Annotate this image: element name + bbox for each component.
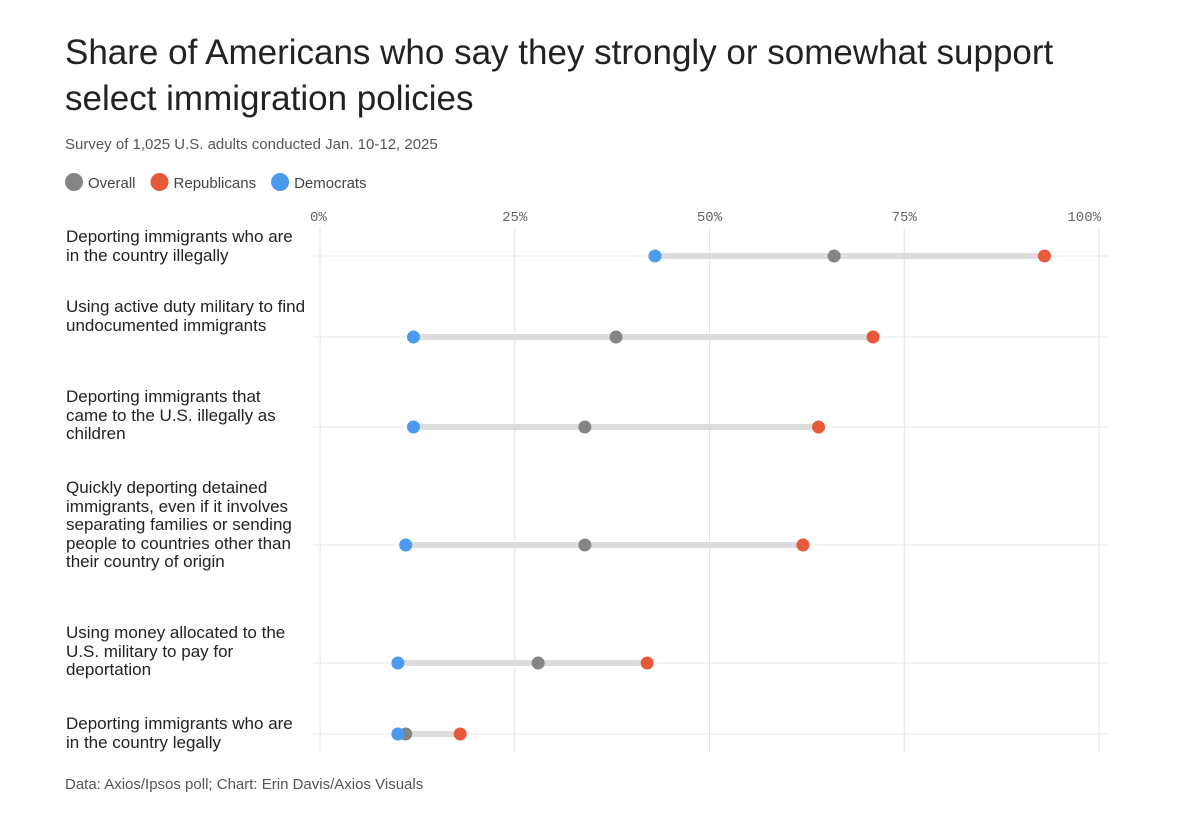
chart-subtitle: Survey of 1,025 U.S. adults conducted Ja… xyxy=(65,136,438,153)
legend-swatch xyxy=(271,173,290,191)
x-tick-label: 50% xyxy=(697,210,723,226)
dot xyxy=(827,249,841,263)
dot xyxy=(609,330,623,344)
category-label: Using money allocated to the U.S. milita… xyxy=(66,623,286,679)
dot xyxy=(531,656,545,670)
dot xyxy=(648,249,662,263)
legend-label: Republicans xyxy=(174,175,257,192)
legend-swatch xyxy=(65,173,83,191)
x-tick-label: 75% xyxy=(892,210,918,226)
category-label: Deporting immigrants that came to the U.… xyxy=(66,387,276,443)
dot xyxy=(866,330,880,344)
x-tick-label: 100% xyxy=(1067,210,1101,226)
dot xyxy=(578,538,592,552)
category-label: Quickly deporting detained immigrants, e… xyxy=(66,478,292,571)
category-label: Deporting immigrants who are in the coun… xyxy=(66,227,293,265)
dot xyxy=(796,538,810,552)
dot xyxy=(391,727,405,741)
dot xyxy=(578,420,592,434)
legend-label: Democrats xyxy=(294,175,367,192)
dot xyxy=(399,538,413,552)
dot xyxy=(1037,249,1051,263)
dot xyxy=(406,420,420,434)
x-tick-label: 0% xyxy=(310,210,327,226)
category-label: Using active duty military to find undoc… xyxy=(66,297,306,335)
legend-label: Overall xyxy=(88,175,136,192)
dot xyxy=(406,330,420,344)
dot xyxy=(812,420,826,434)
legend-swatch xyxy=(150,173,169,191)
x-tick-label: 25% xyxy=(502,210,528,226)
dot xyxy=(453,727,467,741)
dot xyxy=(391,656,405,670)
dot xyxy=(640,656,654,670)
category-label: Deporting immigrants who are in the coun… xyxy=(66,714,293,752)
chart-title: Share of Americans who say they strongly… xyxy=(65,33,1054,118)
source-note: Data: Axios/Ipsos poll; Chart: Erin Davi… xyxy=(65,776,424,793)
